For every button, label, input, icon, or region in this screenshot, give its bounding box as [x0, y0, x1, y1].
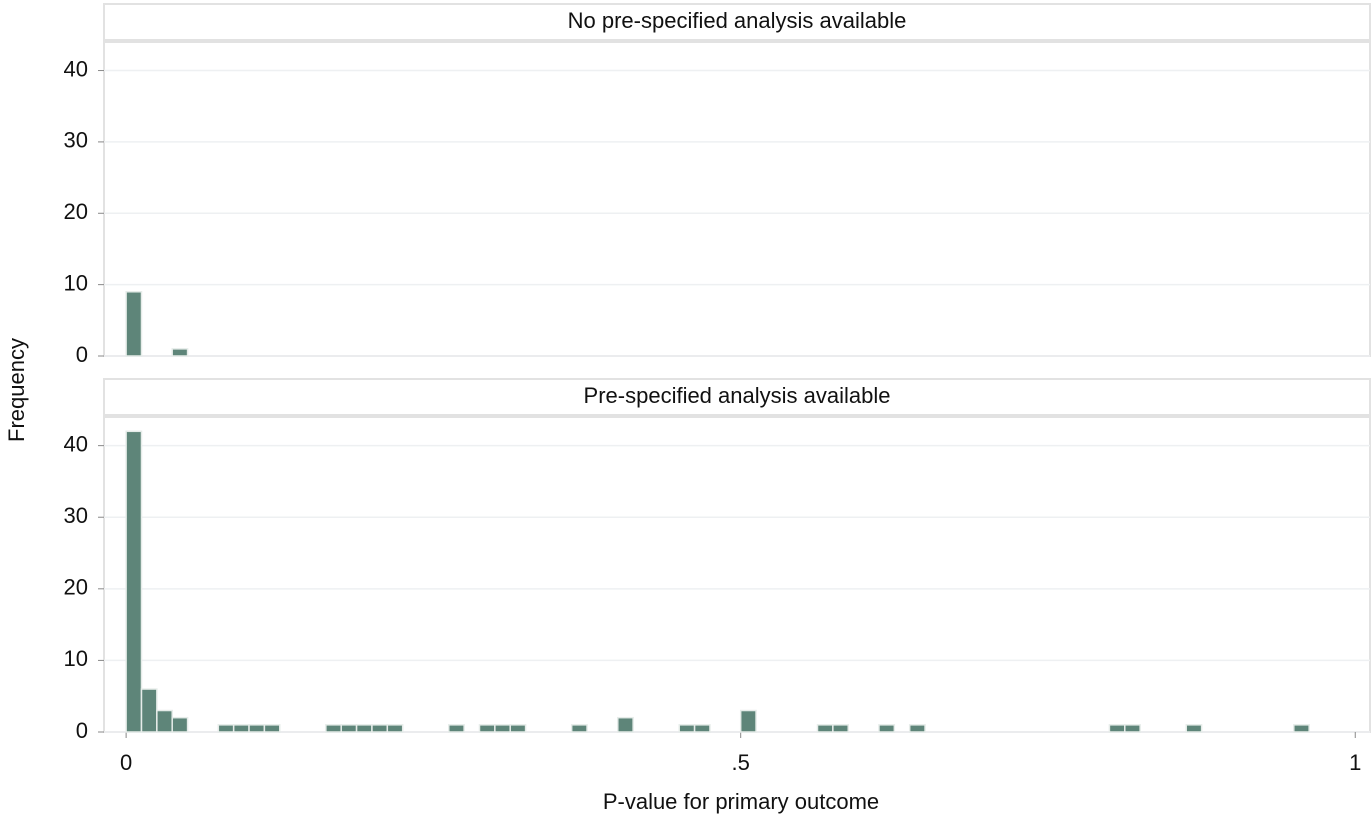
bar — [156, 709, 173, 733]
bar — [878, 724, 896, 733]
x-axis-label: P-value for primary outcome — [603, 789, 879, 814]
bar — [832, 724, 849, 733]
bar — [1293, 724, 1310, 733]
y-tick-label: 30 — [64, 128, 88, 153]
x-tick-label: 0 — [120, 750, 132, 775]
y-tick-label: 10 — [64, 270, 88, 295]
bar — [617, 716, 634, 733]
y-axis-label: Frequency — [4, 338, 29, 442]
y-tick-label: 40 — [64, 431, 88, 456]
bar — [371, 724, 389, 733]
bar — [1185, 724, 1203, 733]
bar — [570, 724, 588, 733]
bar — [171, 716, 189, 733]
bar — [693, 724, 711, 733]
panel-title: Pre-specified analysis available — [584, 383, 891, 408]
panel-title: No pre-specified analysis available — [568, 8, 907, 33]
plot-area — [103, 416, 1371, 733]
bar — [816, 724, 834, 733]
y-tick-label: 40 — [64, 56, 88, 81]
bar — [386, 724, 404, 733]
y-tick-label: 20 — [64, 575, 88, 600]
y-tick-label: 10 — [64, 646, 88, 671]
panel-strip — [103, 3, 1371, 41]
bar — [739, 709, 757, 733]
bar — [1108, 724, 1126, 733]
bar — [263, 724, 281, 733]
panel-strip — [103, 378, 1371, 416]
bar — [678, 724, 696, 733]
bar — [448, 724, 465, 733]
bar — [908, 724, 926, 733]
y-tick-label: 0 — [76, 718, 88, 743]
bar — [509, 724, 527, 733]
x-tick-label: .5 — [732, 750, 750, 775]
bar — [125, 430, 143, 733]
y-tick-label: 0 — [76, 342, 88, 367]
bar — [125, 291, 143, 357]
bar — [340, 724, 358, 733]
x-tick-label: 1 — [1349, 750, 1361, 775]
bar — [140, 688, 158, 733]
bar — [494, 724, 511, 733]
y-tick-label: 20 — [64, 199, 88, 224]
y-tick-label: 30 — [64, 503, 88, 528]
plot-area — [103, 41, 1371, 357]
bar — [248, 724, 266, 733]
bar — [355, 724, 373, 733]
bar — [217, 724, 235, 733]
bar — [325, 724, 342, 733]
bar — [478, 724, 496, 733]
bar — [232, 724, 250, 733]
bar — [1124, 724, 1141, 733]
bar — [171, 348, 189, 357]
